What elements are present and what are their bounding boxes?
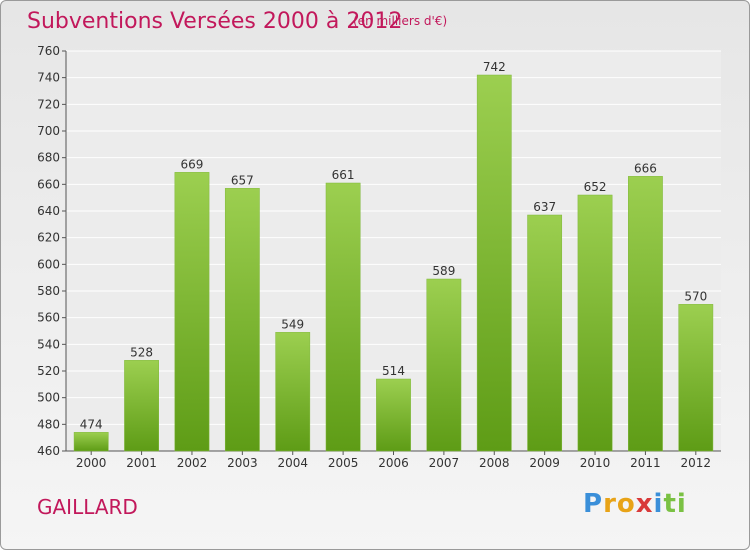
x-tick-label-2012: 2012 [681, 456, 712, 470]
data-label-2007: 589 [432, 264, 455, 278]
y-tick-label: 600 [37, 257, 60, 271]
x-tick-label-2008: 2008 [479, 456, 510, 470]
y-tick-label: 720 [37, 97, 60, 111]
x-tick-label-2011: 2011 [630, 456, 661, 470]
bar-2001 [124, 360, 159, 452]
y-tick-label: 520 [37, 364, 60, 378]
bar-2006 [376, 378, 411, 452]
y-tick-label: 680 [37, 151, 60, 165]
data-label-2000: 474 [80, 417, 103, 431]
data-label-2004: 549 [281, 317, 304, 331]
data-label-2008: 742 [483, 60, 506, 74]
x-tick-label-2002: 2002 [177, 456, 208, 470]
bar-2002 [174, 172, 210, 452]
proxiti-logo[interactable]: Proxiti [583, 489, 687, 519]
x-tick-label-2010: 2010 [580, 456, 611, 470]
data-label-2011: 666 [634, 161, 657, 175]
y-tick-label: 620 [37, 231, 60, 245]
bar-2007 [426, 278, 462, 452]
data-label-2012: 570 [684, 289, 707, 303]
bar-2004 [275, 332, 311, 452]
data-label-2002: 669 [181, 157, 204, 171]
data-label-2006: 514 [382, 364, 405, 378]
city-name: GAILLARD [37, 495, 138, 519]
x-tick-label-2006: 2006 [378, 456, 409, 470]
y-tick-label: 500 [37, 391, 60, 405]
y-tick-label: 460 [37, 444, 60, 458]
x-tick-label-2009: 2009 [529, 456, 560, 470]
chart-unit: (en milliers d'€) [353, 14, 448, 28]
bar-2010 [577, 194, 613, 452]
data-label-2010: 652 [584, 180, 607, 194]
data-label-2009: 637 [533, 200, 556, 214]
bar-2009 [527, 214, 563, 452]
chart-title: Subventions Versées 2000 à 2012 [27, 9, 403, 34]
x-tick-label-2001: 2001 [126, 456, 157, 470]
bar-2003 [224, 188, 260, 452]
y-tick-label: 480 [37, 417, 60, 431]
y-tick-label: 540 [37, 337, 60, 351]
bar-2012 [678, 304, 714, 452]
y-tick-label: 740 [37, 71, 60, 85]
bar-2005 [325, 182, 361, 452]
x-tick-label-2000: 2000 [76, 456, 107, 470]
bar-2011 [628, 176, 663, 452]
y-tick-label: 580 [37, 284, 60, 298]
x-tick-label-2003: 2003 [227, 456, 258, 470]
bars [73, 74, 714, 452]
y-tick-label: 660 [37, 177, 60, 191]
x-tick-label-2007: 2007 [429, 456, 460, 470]
bar-2000 [73, 432, 109, 452]
y-tick-label: 640 [37, 204, 60, 218]
y-tick-label: 760 [37, 44, 60, 58]
y-tick-label: 700 [37, 124, 60, 138]
labels: 474 2000 528 2001 669 2002 657 2003 549 2004 661 20… [76, 60, 711, 470]
x-tick-label-2005: 2005 [328, 456, 359, 470]
y-tick-label: 560 [37, 311, 60, 325]
data-label-2003: 657 [231, 173, 254, 187]
bar-2008 [476, 74, 512, 452]
x-tick-label-2004: 2004 [277, 456, 308, 470]
data-label-2005: 661 [332, 168, 355, 182]
data-label-2001: 528 [130, 345, 153, 359]
